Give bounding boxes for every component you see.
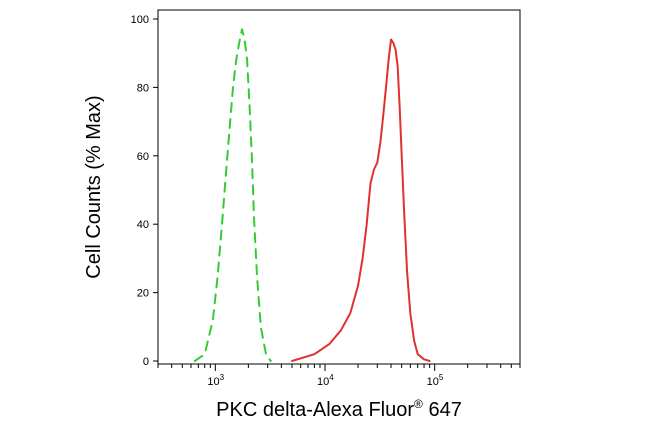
x-axis-label-main: PKC delta-Alexa Fluor	[216, 399, 414, 421]
plot-border	[157, 9, 521, 365]
x-axis-label-suffix: 647	[423, 399, 462, 421]
y-axis-label: Cell Counts (% Max)	[83, 95, 105, 278]
x-tick-label: 105	[427, 373, 444, 388]
y-tick-label: 0	[143, 356, 149, 368]
y-tick-label: 100	[131, 14, 149, 26]
histogram-series-1	[193, 28, 272, 362]
series-layer	[193, 28, 431, 362]
x-tick-label: 104	[317, 373, 334, 388]
y-axis: 0 20 40 60 80 100	[131, 14, 158, 368]
x-tick-label: 103	[207, 373, 224, 388]
x-axis: 103 104 105	[157, 364, 521, 388]
histogram-series-2	[291, 38, 431, 362]
y-tick-label: 80	[137, 82, 149, 94]
x-axis-label-registered: ®	[414, 397, 423, 411]
y-tick-label: 40	[137, 219, 149, 231]
x-axis-label: PKC delta-Alexa Fluor® 647	[216, 397, 462, 421]
y-tick-label: 20	[137, 288, 149, 300]
plot-frame	[157, 9, 521, 365]
y-tick-label: 60	[137, 151, 149, 163]
